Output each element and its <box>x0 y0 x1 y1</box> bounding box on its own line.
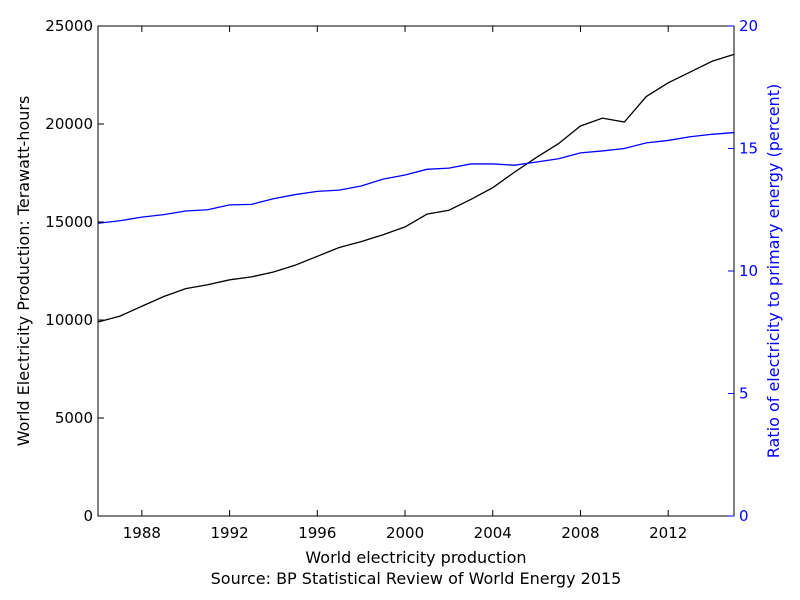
right-y-tick-label: 0 <box>739 507 749 525</box>
series-line-production <box>97 53 735 323</box>
x-tick-label: 2000 <box>386 524 424 542</box>
left-y-tick-label: 25000 <box>45 17 93 35</box>
right-y-tick-label: 10 <box>739 262 758 280</box>
left-y-tick-label: 15000 <box>45 213 93 231</box>
right-y-tick-label: 20 <box>739 17 758 35</box>
x-tick-label: 1996 <box>298 524 336 542</box>
series-line-ratio <box>97 131 735 224</box>
right-y-axis-title: Ratio of electricity to primary energy (… <box>764 84 783 458</box>
x-tick-label: 1988 <box>123 524 161 542</box>
left-y-tick-label: 20000 <box>45 115 93 133</box>
x-tick-label: 2012 <box>649 524 687 542</box>
source-note: Source: BP Statistical Review of World E… <box>211 569 622 588</box>
left-y-tick-label: 5000 <box>55 409 93 427</box>
right-y-tick-label: 5 <box>739 385 749 403</box>
right-y-tick-label: 15 <box>739 140 758 158</box>
x-tick-label: 2004 <box>474 524 512 542</box>
left-y-tick-label: 0 <box>83 507 93 525</box>
left-y-tick-label: 10000 <box>45 311 93 329</box>
x-tick-label: 1992 <box>210 524 248 542</box>
left-y-axis-title: World Electricity Production: Terawatt-h… <box>14 96 33 447</box>
x-axis-title: World electricity production <box>305 548 526 567</box>
axes-layer <box>97 25 735 517</box>
series-layer <box>97 53 735 323</box>
x-tick-label: 2008 <box>561 524 599 542</box>
ticks-layer: 1988 1992 1996 2000 2004 2008 2012 0 5000 10000 15… <box>45 17 758 542</box>
plot-frame <box>97 25 735 517</box>
